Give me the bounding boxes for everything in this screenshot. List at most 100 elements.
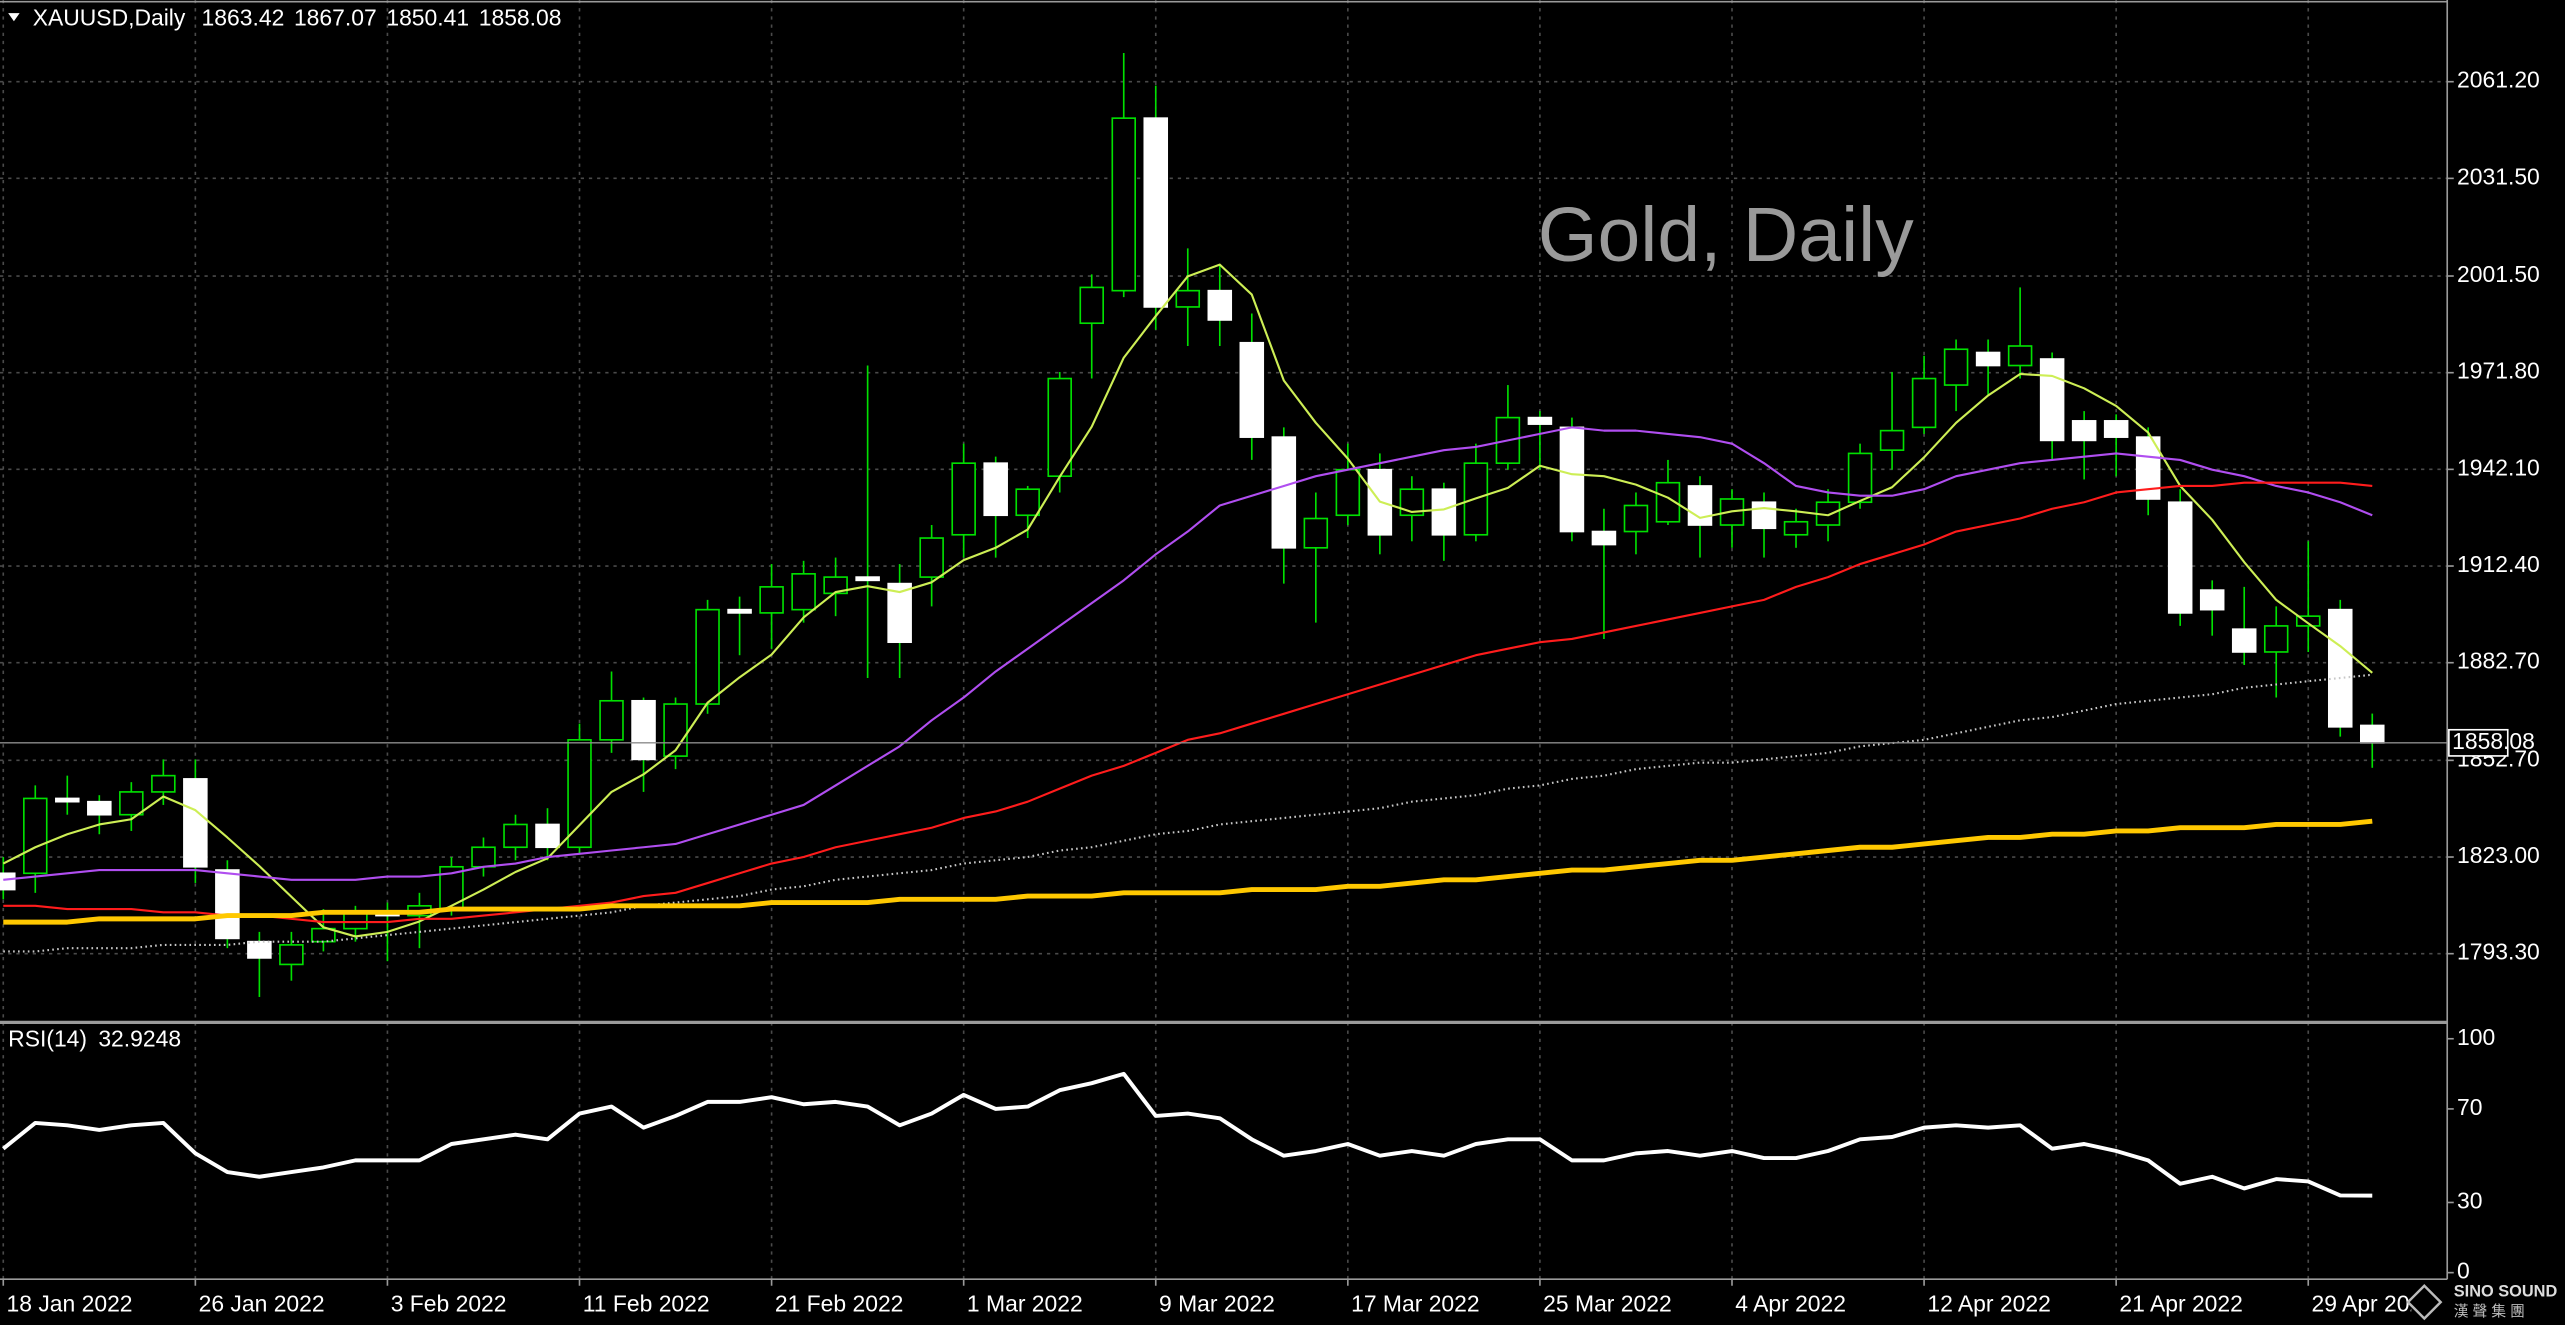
candle-body (1943, 348, 1969, 386)
candle-body (1143, 117, 1169, 308)
y-tick-label: 1912.40 (2457, 551, 2540, 577)
y-tick-label: 2001.50 (2457, 261, 2540, 287)
candle-body (695, 608, 720, 705)
candle-body (2039, 358, 2065, 442)
candle-body (311, 927, 336, 943)
candle-body (215, 869, 240, 940)
rsi-line (2, 1071, 2373, 1198)
x-tick-label: 4 Apr 2022 (1735, 1290, 1846, 1316)
candle-body (2231, 628, 2257, 653)
candle-body (2359, 724, 2385, 744)
candle-body (1527, 416, 1553, 425)
candle-body (1303, 517, 1329, 549)
x-tick-label: 11 Feb 2022 (583, 1290, 710, 1316)
candle-body (1655, 481, 1681, 523)
y-tick-label: 70 (2457, 1094, 2482, 1120)
candle-body (1047, 377, 1072, 478)
close-value: 1858.08 (479, 5, 562, 31)
chart-header: XAUUSD,Daily 1863.42 1867.07 1850.41 185… (33, 5, 562, 31)
x-tick-label: 21 Apr 2022 (2119, 1290, 2242, 1316)
y-tick-label: 2061.20 (2457, 67, 2540, 93)
candle-body (1239, 341, 1265, 438)
x-tick-label: 3 Feb 2022 (391, 1290, 507, 1316)
candle-body (183, 778, 208, 868)
candle-body (1111, 117, 1137, 292)
x-tick-label: 21 Feb 2022 (775, 1290, 904, 1316)
candle-body (983, 462, 1008, 517)
candle-body (1335, 468, 1361, 517)
x-tick-label: 9 Mar 2022 (1159, 1290, 1275, 1316)
candle-body (2103, 420, 2129, 438)
candle-body (791, 573, 816, 611)
candle-body (1783, 520, 1809, 536)
candle-body (951, 462, 976, 536)
candle-body (631, 699, 656, 761)
logo: SINO SOUND 漢 聲 集 團 (2406, 1282, 2565, 1325)
rsi-header: RSI(14) 32.9248 (8, 1025, 181, 1051)
candle-body (663, 703, 688, 757)
moving-average (3, 481, 2373, 924)
candle-body (535, 823, 560, 849)
candle-body (2295, 615, 2321, 627)
rsi-value: 32.9248 (98, 1025, 181, 1051)
candle-body (727, 608, 752, 614)
candle-body (2007, 345, 2033, 367)
current-price-box (2448, 728, 2509, 757)
logo-icon (2406, 1284, 2443, 1321)
y-tick-label: 1793.30 (2457, 939, 2540, 965)
candle-body (599, 699, 624, 741)
current-price-label: 1858.08 (2452, 728, 2535, 754)
candle-body (2327, 608, 2353, 728)
candle-body (2263, 625, 2289, 653)
candle-body (2071, 420, 2097, 442)
collapse-icon[interactable] (8, 13, 20, 22)
candle-body (1687, 485, 1713, 526)
candle-body (567, 739, 592, 849)
y-tick-label: 1971.80 (2457, 358, 2540, 384)
candle-body (1431, 488, 1457, 536)
x-tick-label: 25 Mar 2022 (1543, 1290, 1672, 1316)
moving-average (3, 673, 2373, 953)
low-value: 1850.41 (386, 5, 469, 31)
x-tick-label: 18 Jan 2022 (7, 1290, 133, 1316)
logo-background (2411, 1282, 2565, 1325)
moving-average (2, 263, 2373, 938)
moving-average (3, 426, 2373, 881)
candle-body (1591, 530, 1617, 546)
candle-body (1879, 429, 1905, 451)
candle-body (471, 846, 496, 868)
y-tick-label: 1823.00 (2457, 842, 2540, 868)
candle-body (1751, 501, 1777, 530)
x-tick-label: 1 Mar 2022 (967, 1290, 1083, 1316)
candle-body (1847, 452, 1873, 504)
candle-body (23, 797, 48, 875)
candle-body (1175, 289, 1201, 308)
symbol: XAUUSD,Daily (33, 5, 186, 31)
candle-body (1623, 504, 1649, 533)
candle-body (1975, 351, 2001, 367)
x-tick-label: 12 Apr 2022 (1927, 1290, 2050, 1316)
rsi-title: RSI(14) (8, 1025, 87, 1051)
watermark: Gold, Daily (1538, 192, 1915, 278)
open-value: 1863.42 (202, 5, 285, 31)
candle-body (151, 774, 176, 793)
candle-body (1911, 377, 1937, 429)
candle-body (759, 586, 784, 614)
candle-body (2167, 501, 2193, 614)
x-tick-label: 26 Jan 2022 (199, 1290, 325, 1316)
logo-subtitle: 漢 聲 集 團 (2454, 1303, 2525, 1320)
candle-body (919, 537, 944, 578)
candle-body (2135, 436, 2161, 500)
y-tick-label: 1942.10 (2457, 454, 2540, 480)
candle-body (1559, 426, 1585, 533)
y-tick-label: 2031.50 (2457, 163, 2540, 189)
candle-body (1271, 436, 1297, 549)
candle-body (2199, 589, 2225, 611)
moving-average (3, 818, 2373, 925)
candle-body (87, 800, 112, 816)
candle-body (55, 797, 80, 803)
candle-body (887, 582, 912, 644)
